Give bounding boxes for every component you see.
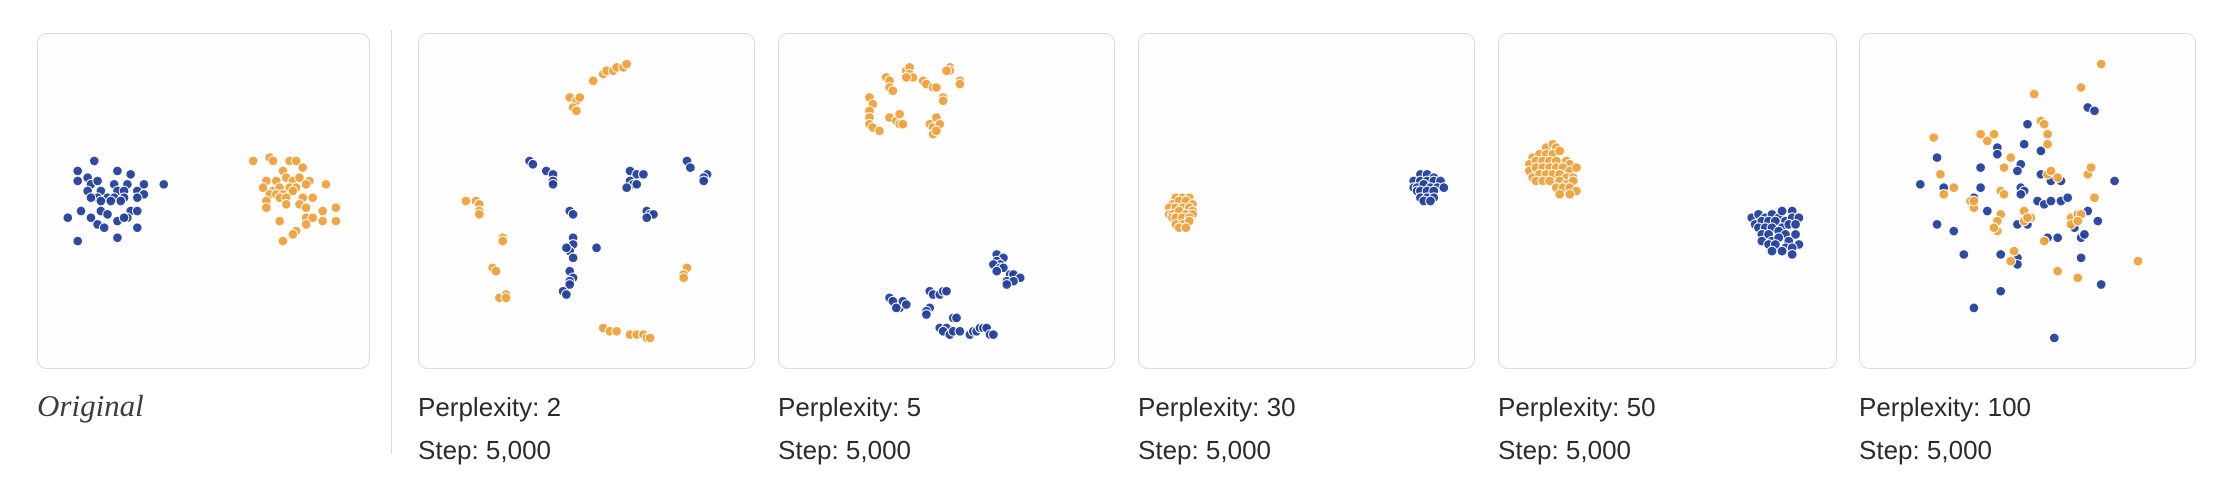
scatter-card-perplexity-2 — [418, 33, 755, 369]
perplexity-label: Perplexity: 5 — [778, 392, 922, 422]
step-label: Step: 5,000 — [1859, 435, 1992, 465]
scatter-card-original — [37, 33, 370, 369]
scatter-card-perplexity-30 — [1138, 33, 1475, 369]
scatter-card-perplexity-5 — [778, 33, 1115, 369]
perplexity-label: Perplexity: 50 — [1498, 392, 1656, 422]
caption-perplexity-30: Perplexity: 30 Step: 5,000 — [1138, 386, 1296, 472]
step-label: Step: 5,000 — [1138, 435, 1271, 465]
scatter-plot-perplexity-2 — [460, 58, 713, 344]
caption-perplexity-5: Perplexity: 5 Step: 5,000 — [778, 386, 921, 472]
caption-perplexity-100: Perplexity: 100 Step: 5,000 — [1859, 386, 2031, 472]
scatter-plot-original — [62, 152, 342, 247]
scatter-plot-perplexity-30 — [1163, 168, 1450, 234]
scatter-plot-perplexity-5 — [864, 62, 1026, 340]
perplexity-label: Perplexity: 2 — [418, 392, 562, 422]
vertical-divider — [391, 30, 392, 454]
step-label: Step: 5,000 — [778, 435, 911, 465]
perplexity-label: Perplexity: 100 — [1859, 392, 2031, 422]
scatter-card-perplexity-100 — [1859, 33, 2196, 369]
caption-perplexity-50: Perplexity: 50 Step: 5,000 — [1498, 386, 1656, 472]
scatter-plot-perplexity-50 — [1523, 138, 1805, 260]
caption-original: Original — [37, 388, 144, 423]
perplexity-label: Perplexity: 30 — [1138, 392, 1296, 422]
step-label: Step: 5,000 — [1498, 435, 1631, 465]
caption-perplexity-2: Perplexity: 2 Step: 5,000 — [418, 386, 561, 472]
scatter-card-perplexity-50 — [1498, 33, 1837, 369]
step-label: Step: 5,000 — [418, 435, 551, 465]
scatter-plot-perplexity-100 — [1914, 58, 2144, 344]
